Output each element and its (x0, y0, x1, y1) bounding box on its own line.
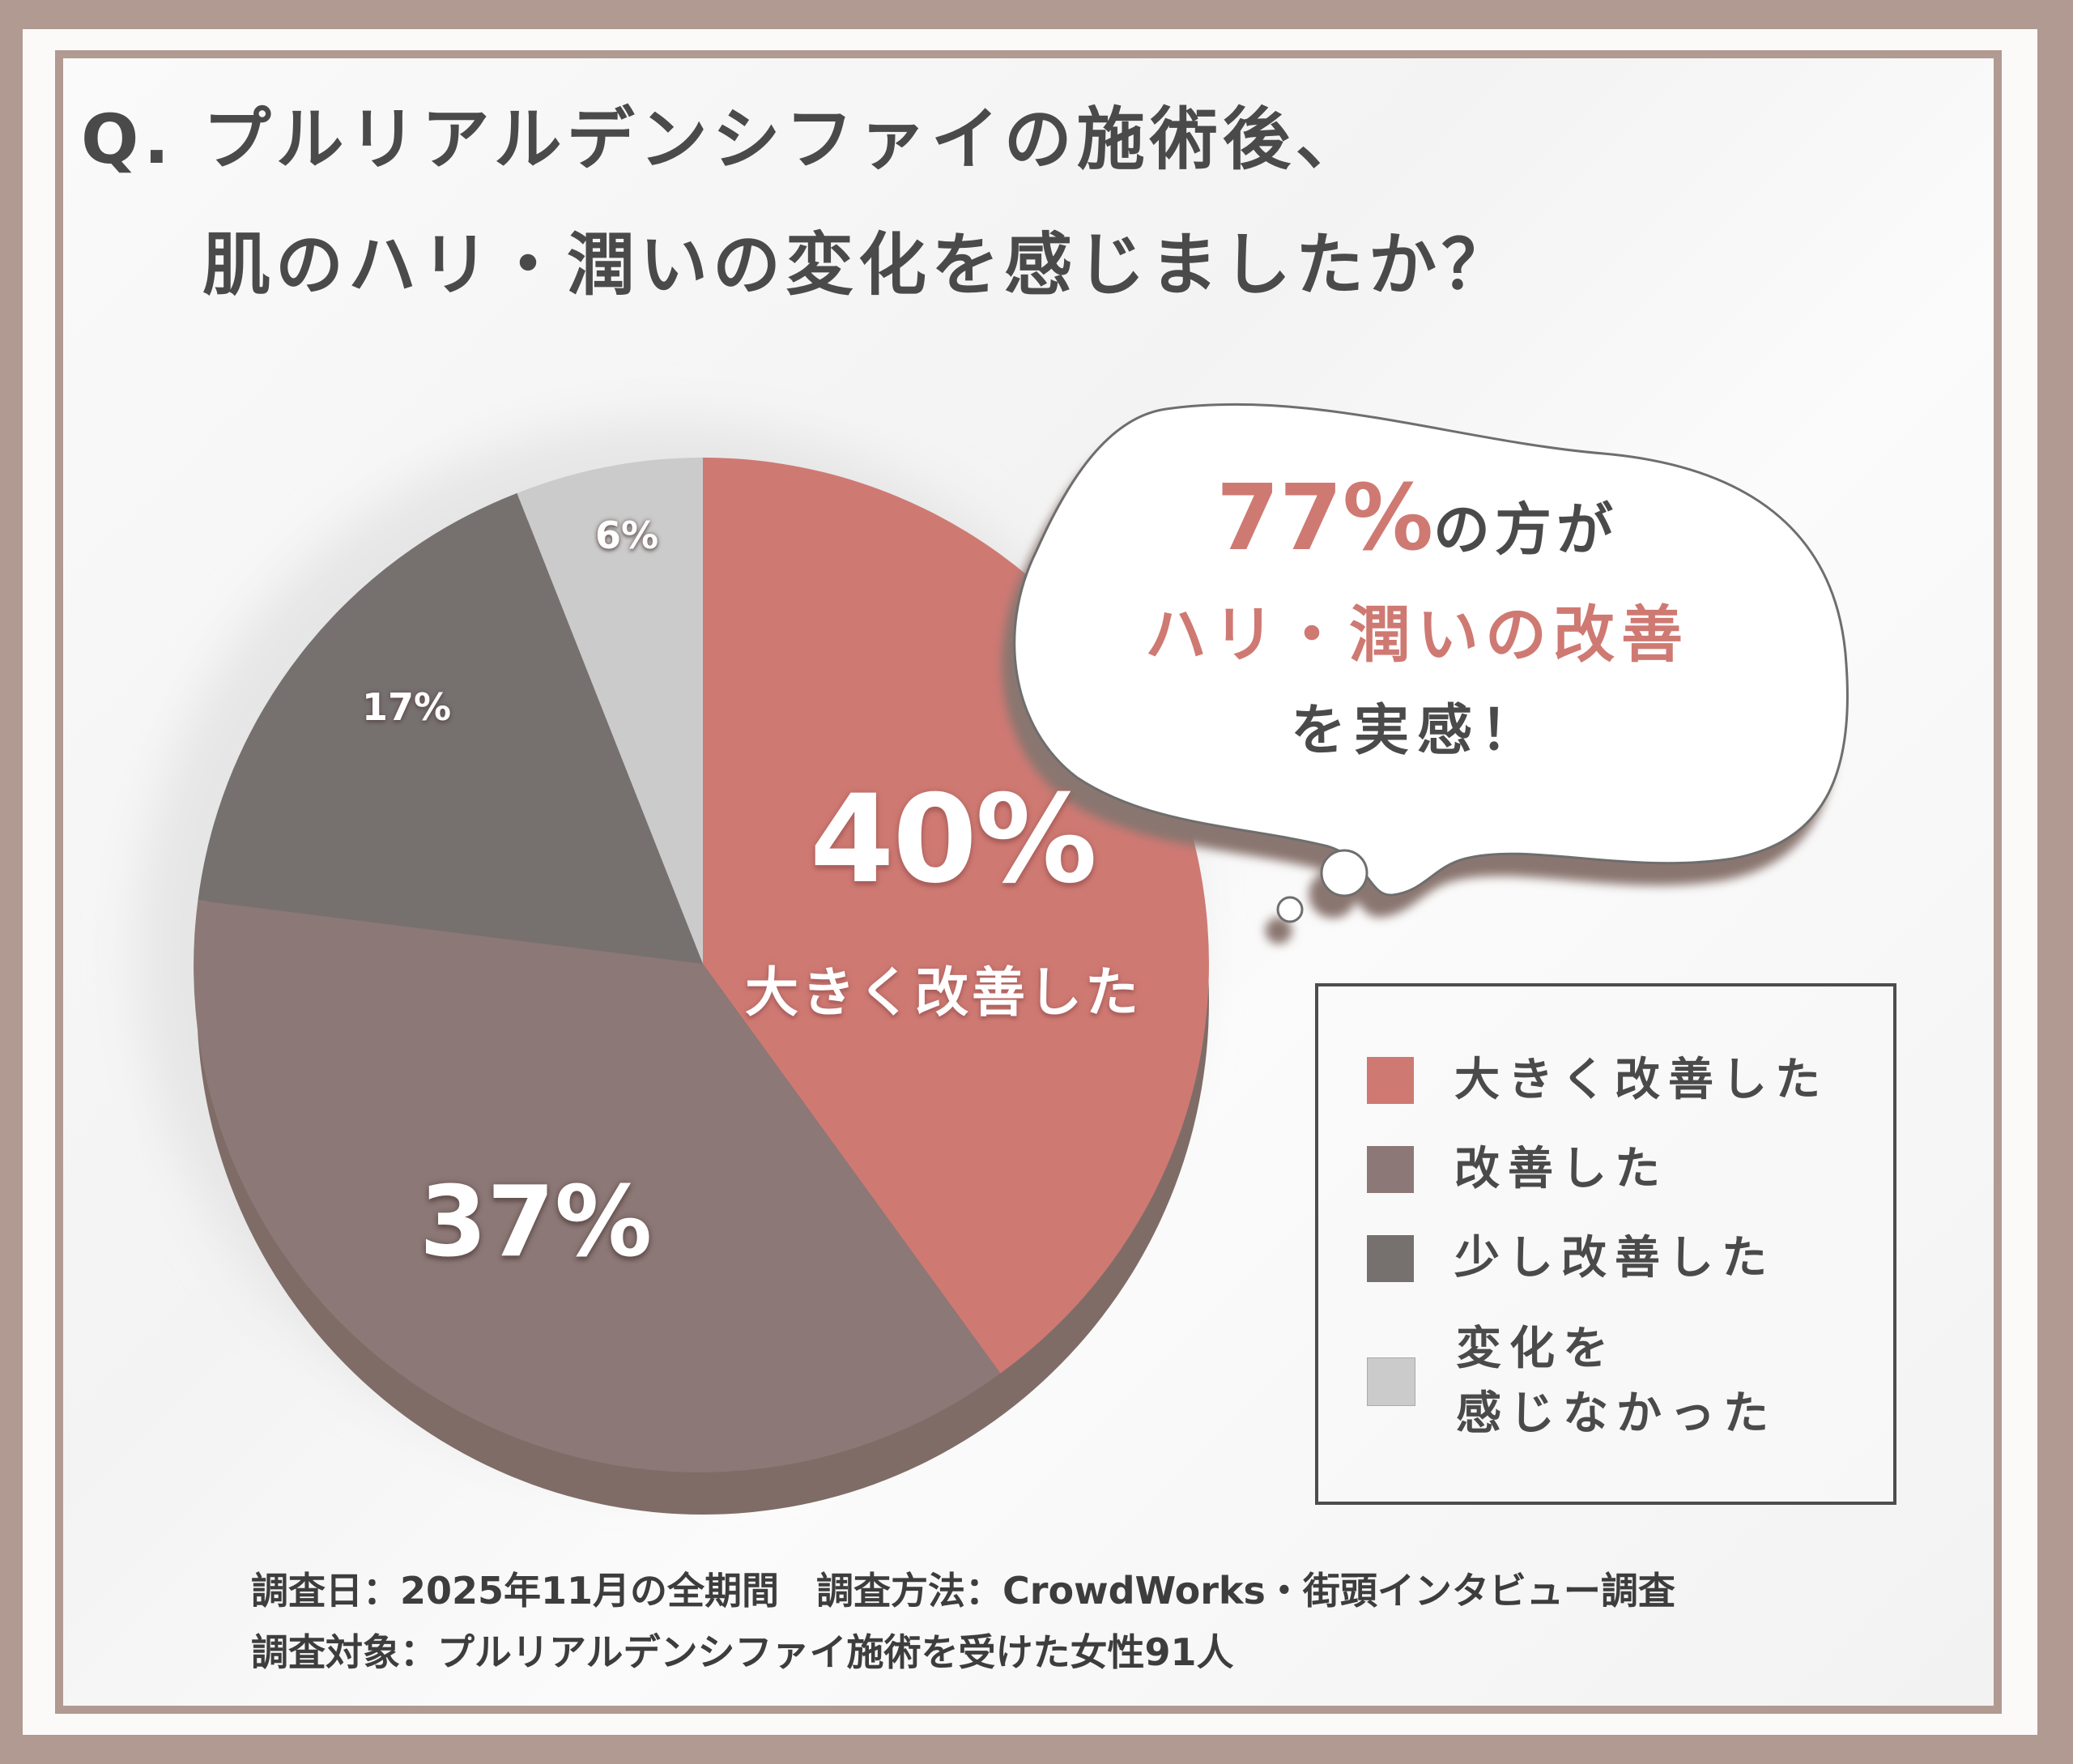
title-line-2: 肌のハリ・潤いの変化を感じましたか？ (202, 225, 1515, 305)
pie-slice-no-change[interactable] (517, 458, 704, 964)
callout-line-1: 77%の方が (1012, 466, 1822, 571)
legend-swatch (1367, 1057, 1414, 1104)
callout-line-2: ハリ・潤いの改善 (1145, 599, 1689, 671)
legend-label: 改善した (1454, 1143, 1668, 1195)
title-line-1: Q. プルリアルデンシファイの施術後、 (81, 100, 1369, 179)
slice-label-17: 17% (362, 685, 452, 729)
slice-label-40-name: 大きく改善した (745, 961, 1142, 1024)
legend-swatch (1367, 1146, 1414, 1193)
callout-bubble (1013, 403, 1849, 923)
slice-label-40: 40% (810, 769, 1097, 910)
slice-label-37: 37% (419, 1166, 653, 1279)
callout-highlight-value: 77% (1215, 466, 1434, 571)
legend-swatch (1367, 1357, 1415, 1406)
page-title: Q. プルリアルデンシファイの施術後、肌のハリ・潤いの変化を感じましたか？ (81, 77, 1514, 328)
legend-item-no-change[interactable]: 変化を 感じなかった (1367, 1317, 1777, 1447)
slice-label-6: 6% (595, 513, 659, 557)
legend-item-slightly-improved[interactable]: 少し改善した (1367, 1226, 1775, 1291)
legend-item-improved[interactable]: 改善した (1367, 1137, 1668, 1202)
legend-label: 変化を 感じなかった (1456, 1323, 1777, 1440)
survey-info-line-1: 調査日：2025年11月の全期間 調査方法：CrowdWorks・街頭インタビュ… (251, 1569, 1675, 1613)
pie-slice-improved[interactable] (194, 900, 1001, 1472)
legend-label: 少し改善した (1454, 1232, 1775, 1285)
survey-info-line-2: 調査対象：プルリアルデンシファイ施術を受けた女性91人 (251, 1630, 1234, 1674)
legend-item-greatly-improved[interactable]: 大きく改善した (1367, 1048, 1828, 1113)
legend-label: 大きく改善した (1454, 1054, 1828, 1106)
legend: 大きく改善した 改善した 少し改善した 変化を 感じなかった (1315, 983, 1896, 1505)
callout-line-1-suffix: の方が (1433, 496, 1619, 563)
pie-slice-slightly-improved[interactable] (198, 492, 703, 964)
callout-line-3: を実感！ (1290, 699, 1543, 763)
legend-swatch (1367, 1235, 1414, 1282)
